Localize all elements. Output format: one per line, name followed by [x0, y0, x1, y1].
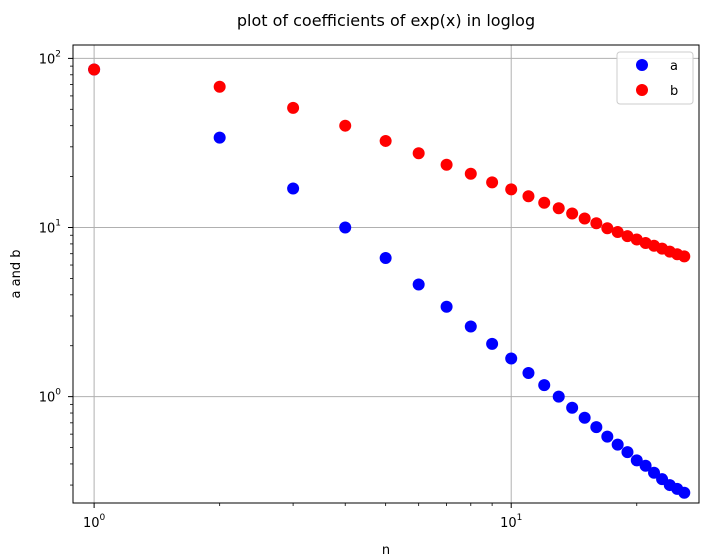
data-point-b — [287, 101, 300, 114]
series-layer — [88, 63, 691, 499]
data-point-b — [213, 80, 226, 93]
data-point-a — [379, 252, 392, 265]
data-point-a — [590, 421, 603, 434]
data-point-a — [505, 352, 518, 365]
data-point-a — [678, 486, 691, 499]
series-b — [88, 63, 691, 263]
legend: ab — [616, 51, 694, 105]
chart-title: plot of coefficients of exp(x) in loglog — [237, 11, 535, 30]
data-point-a — [464, 320, 477, 333]
data-point-a — [601, 430, 614, 443]
data-point-a — [213, 131, 226, 144]
y-tick-label: 100 — [39, 388, 62, 406]
data-point-b — [601, 222, 614, 235]
y-axis-label: a and b — [9, 250, 24, 299]
data-point-a — [486, 337, 499, 350]
data-point-b — [590, 217, 603, 230]
data-point-a — [287, 182, 300, 195]
legend-label-a: a — [670, 59, 678, 74]
data-point-b — [505, 183, 518, 196]
data-point-b — [552, 202, 565, 215]
data-point-a — [552, 390, 565, 403]
data-point-a — [639, 459, 652, 472]
y-tick-label: 101 — [39, 219, 61, 237]
data-point-b — [440, 158, 453, 171]
data-point-b — [578, 212, 591, 225]
x-tick-label: 101 — [500, 513, 522, 531]
data-point-b — [566, 207, 579, 220]
x-axis-ticks: 100 101 — [83, 503, 638, 531]
data-point-a — [339, 221, 352, 234]
data-point-a — [538, 379, 551, 392]
data-point-b — [379, 134, 392, 147]
data-point-b — [611, 226, 624, 239]
x-tick-label: 100 — [83, 513, 106, 531]
data-point-a — [621, 446, 634, 459]
y-tick-label: 102 — [39, 49, 61, 67]
data-point-b — [522, 190, 535, 203]
data-point-b — [678, 250, 691, 263]
data-point-b — [464, 167, 477, 180]
data-point-b — [88, 63, 101, 76]
data-point-a — [440, 300, 453, 313]
data-point-a — [412, 278, 425, 291]
data-point-b — [339, 119, 352, 132]
data-point-a — [630, 454, 643, 467]
legend-box — [616, 51, 694, 105]
legend-label-b: b — [670, 84, 678, 99]
data-point-b — [621, 230, 634, 243]
data-point-a — [566, 401, 579, 414]
data-point-b — [538, 196, 551, 209]
data-point-a — [578, 411, 591, 424]
data-point-a — [648, 466, 661, 479]
legend-marker-b — [636, 84, 648, 96]
data-point-a — [522, 366, 535, 379]
x-axis-label: n — [382, 543, 390, 557]
data-point-b — [412, 147, 425, 160]
y-axis-ticks: 100 101 102 — [39, 49, 73, 486]
data-point-b — [486, 176, 499, 189]
legend-marker-a — [636, 59, 648, 71]
data-point-a — [611, 438, 624, 451]
